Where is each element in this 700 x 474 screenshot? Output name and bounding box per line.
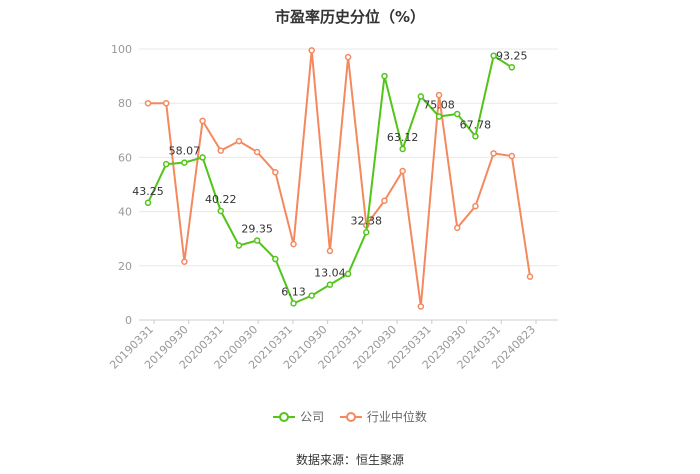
data-point-industry-median (181, 258, 188, 265)
data-point-industry-median (490, 150, 497, 157)
data-point-company (308, 292, 315, 299)
data-point-industry-median (453, 224, 461, 232)
data-point-industry-median (435, 91, 443, 99)
data-point-company (344, 270, 352, 278)
data-point-industry-median (290, 240, 297, 248)
data-point-industry-median (326, 247, 334, 255)
data-point-company (290, 300, 297, 307)
data-point-industry-median (235, 137, 243, 145)
data-point-company (253, 237, 261, 244)
data-source: 数据来源：恒生聚源 (295, 453, 404, 467)
data-point-industry-median (253, 148, 261, 156)
y-tick-label: 60 (118, 151, 132, 164)
data-label-company: 63.12 (387, 131, 419, 144)
data-point-industry-median (399, 167, 406, 175)
data-point-company (144, 199, 152, 207)
data-point-industry-median (417, 303, 425, 310)
legend-label-industry-median: 行业中位数 (366, 410, 427, 424)
data-point-company (453, 110, 461, 118)
data-point-company (326, 281, 334, 288)
y-tick-label: 80 (118, 97, 132, 110)
data-point-industry-median (472, 202, 479, 210)
y-tick-label: 0 (125, 314, 132, 327)
data-point-industry-median (144, 99, 152, 107)
data-point-company (399, 145, 406, 153)
data-point-company (472, 133, 479, 140)
y-tick-label: 40 (118, 206, 132, 219)
data-point-industry-median (381, 197, 388, 205)
chart-title: 市盈率历史分位（%） (274, 8, 426, 26)
data-label-company: 13.04 (314, 267, 346, 280)
legend-swatch-industry-median (339, 411, 362, 423)
data-point-industry-median (308, 47, 315, 54)
data-label-company: 58.07 (169, 145, 201, 158)
data-point-company (217, 207, 225, 215)
legend-swatch-company (273, 411, 296, 423)
data-label-company: 43.25 (132, 185, 164, 198)
data-point-company (235, 242, 243, 249)
data-label-company: 75.08 (423, 99, 455, 112)
data-label-company: 6.13 (281, 285, 306, 298)
data-point-company (417, 93, 425, 100)
legend-label-company: 公司 (300, 410, 325, 424)
legend-item-company[interactable]: 公司 (273, 408, 324, 425)
data-point-company (435, 113, 443, 120)
data-point-industry-median (272, 169, 279, 176)
data-point-company (162, 160, 170, 168)
data-point-company (272, 255, 279, 263)
data-point-industry-median (508, 152, 516, 160)
data-point-company (508, 64, 516, 71)
data-point-company (363, 229, 370, 236)
series-line-industry-median (148, 49, 531, 308)
data-label-company: 32.38 (351, 214, 383, 227)
data-label-company: 67.78 (460, 118, 492, 131)
data-label-company: 29.35 (241, 222, 273, 235)
legend: 公司 行业中位数 (0, 408, 700, 426)
data-point-industry-median (199, 117, 206, 125)
y-tick-label: 100 (111, 43, 132, 56)
data-point-industry-median (526, 273, 534, 280)
y-tick-label: 20 (118, 260, 132, 273)
data-point-company (199, 154, 206, 161)
data-point-company (381, 72, 388, 80)
data-point-company (490, 52, 497, 60)
legend-item-industry-median[interactable]: 行业中位数 (339, 408, 427, 425)
data-label-company: 40.22 (205, 193, 237, 206)
data-label-company: 93.25 (496, 49, 528, 62)
data-point-company (181, 159, 188, 166)
data-point-industry-median (162, 99, 170, 107)
data-point-industry-median (217, 147, 225, 154)
data-point-industry-median (344, 53, 352, 61)
